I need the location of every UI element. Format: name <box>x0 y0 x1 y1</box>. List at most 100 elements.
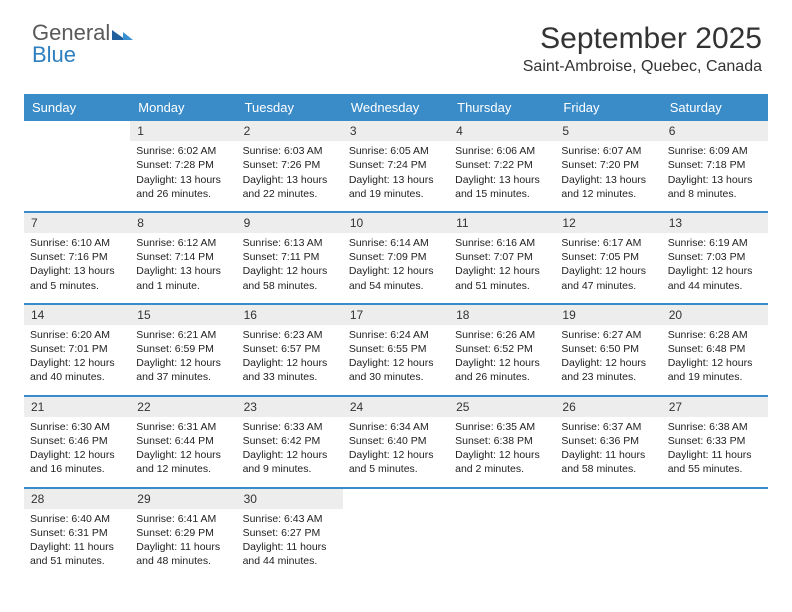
daylight-text: Daylight: 12 hours and 30 minutes. <box>349 356 443 384</box>
day-cell: 7Sunrise: 6:10 AMSunset: 7:16 PMDaylight… <box>24 213 130 303</box>
daylight-text: Daylight: 11 hours and 48 minutes. <box>136 540 230 568</box>
week-row: 7Sunrise: 6:10 AMSunset: 7:16 PMDaylight… <box>24 213 768 305</box>
sunrise-text: Sunrise: 6:38 AM <box>668 420 762 434</box>
day-number: 2 <box>237 121 343 141</box>
day-number <box>343 489 449 493</box>
sunset-text: Sunset: 7:28 PM <box>136 158 230 172</box>
daylight-text: Daylight: 12 hours and 19 minutes. <box>668 356 762 384</box>
sunrise-text: Sunrise: 6:20 AM <box>30 328 124 342</box>
sunrise-text: Sunrise: 6:35 AM <box>455 420 549 434</box>
location-text: Saint-Ambroise, Quebec, Canada <box>24 58 762 76</box>
day-cell: 14 Sunrise: 6:20 AMSunset: 7:01 PMDayligh… <box>24 305 130 395</box>
day-cell: 16Sunrise: 6:23 AMSunset: 6:57 PMDayligh… <box>237 305 343 395</box>
daylight-text: Daylight: 12 hours and 54 minutes. <box>349 264 443 292</box>
day-number: 29 <box>130 489 236 509</box>
sunset-text: Sunset: 6:40 PM <box>349 434 443 448</box>
day-number: 20 <box>662 305 768 325</box>
day-cell: 25Sunrise: 6:35 AMSunset: 6:38 PMDayligh… <box>449 397 555 487</box>
sunrise-text: Sunrise: 6:05 AM <box>349 144 443 158</box>
day-number: 1 <box>130 121 236 141</box>
sunset-text: Sunset: 6:48 PM <box>668 342 762 356</box>
day-cell: 23Sunrise: 6:33 AMSunset: 6:42 PMDayligh… <box>237 397 343 487</box>
day-number: 6 <box>662 121 768 141</box>
weekday-header-row: Sunday Monday Tuesday Wednesday Thursday… <box>24 94 768 121</box>
sunrise-text: Sunrise: 6:34 AM <box>349 420 443 434</box>
day-number: 12 <box>555 213 661 233</box>
weekday-header: Wednesday <box>343 94 449 121</box>
day-number <box>662 489 768 493</box>
day-cell: 30Sunrise: 6:43 AMSunset: 6:27 PMDayligh… <box>237 489 343 579</box>
title-block: September 2025 Saint-Ambroise, Quebec, C… <box>24 22 762 76</box>
day-cell: 17Sunrise: 6:24 AMSunset: 6:55 PMDayligh… <box>343 305 449 395</box>
sunrise-text: Sunrise: 6:03 AM <box>243 144 337 158</box>
sunset-text: Sunset: 7:20 PM <box>561 158 655 172</box>
day-number: 5 <box>555 121 661 141</box>
day-number: 24 <box>343 397 449 417</box>
day-number: 28 <box>24 489 130 509</box>
day-number: 10 <box>343 213 449 233</box>
daylight-text: Daylight: 13 hours and 8 minutes. <box>668 173 762 201</box>
day-number: 30 <box>237 489 343 509</box>
sunset-text: Sunset: 7:01 PM <box>30 342 124 356</box>
day-cell <box>662 489 768 579</box>
sunset-text: Sunset: 7:18 PM <box>668 158 762 172</box>
day-number: 18 <box>449 305 555 325</box>
day-number <box>555 489 661 493</box>
daylight-text: Daylight: 12 hours and 33 minutes. <box>243 356 337 384</box>
daylight-text: Daylight: 12 hours and 51 minutes. <box>455 264 549 292</box>
daylight-text: Daylight: 12 hours and 44 minutes. <box>668 264 762 292</box>
daylight-text: Daylight: 11 hours and 58 minutes. <box>561 448 655 476</box>
day-cell: 9Sunrise: 6:13 AMSunset: 7:11 PMDaylight… <box>237 213 343 303</box>
day-number: 14 <box>24 305 130 325</box>
daylight-text: Daylight: 11 hours and 55 minutes. <box>668 448 762 476</box>
daylight-text: Daylight: 12 hours and 26 minutes. <box>455 356 549 384</box>
sunset-text: Sunset: 6:38 PM <box>455 434 549 448</box>
sunrise-text: Sunrise: 6:13 AM <box>243 236 337 250</box>
day-cell: 6Sunrise: 6:09 AMSunset: 7:18 PMDaylight… <box>662 121 768 211</box>
daylight-text: Daylight: 12 hours and 40 minutes. <box>30 356 124 384</box>
day-number: 7 <box>24 213 130 233</box>
day-number <box>449 489 555 493</box>
day-cell <box>449 489 555 579</box>
sunrise-text: Sunrise: 6:41 AM <box>136 512 230 526</box>
daylight-text: Daylight: 13 hours and 26 minutes. <box>136 173 230 201</box>
sunset-text: Sunset: 7:22 PM <box>455 158 549 172</box>
day-cell: 22Sunrise: 6:31 AMSunset: 6:44 PMDayligh… <box>130 397 236 487</box>
sunset-text: Sunset: 6:59 PM <box>136 342 230 356</box>
daylight-text: Daylight: 12 hours and 9 minutes. <box>243 448 337 476</box>
day-number: 26 <box>555 397 661 417</box>
day-cell: 10Sunrise: 6:14 AMSunset: 7:09 PMDayligh… <box>343 213 449 303</box>
day-cell: 27Sunrise: 6:38 AMSunset: 6:33 PMDayligh… <box>662 397 768 487</box>
daylight-text: Daylight: 13 hours and 1 minute. <box>136 264 230 292</box>
week-row: 14Sunrise: 6:20 AMSunset: 7:01 PMDayligh… <box>24 305 768 397</box>
sunrise-text: Sunrise: 6:37 AM <box>561 420 655 434</box>
sunset-text: Sunset: 7:07 PM <box>455 250 549 264</box>
sunrise-text: Sunrise: 6:16 AM <box>455 236 549 250</box>
sunset-text: Sunset: 7:24 PM <box>349 158 443 172</box>
sunset-text: Sunset: 7:05 PM <box>561 250 655 264</box>
day-number: 13 <box>662 213 768 233</box>
sunrise-text: Sunrise: 6:33 AM <box>243 420 337 434</box>
daylight-text: Daylight: 13 hours and 12 minutes. <box>561 173 655 201</box>
daylight-text: Daylight: 12 hours and 37 minutes. <box>136 356 230 384</box>
daylight-text: Daylight: 11 hours and 44 minutes. <box>243 540 337 568</box>
daylight-text: Daylight: 12 hours and 47 minutes. <box>561 264 655 292</box>
sunset-text: Sunset: 6:29 PM <box>136 526 230 540</box>
daylight-text: Daylight: 12 hours and 5 minutes. <box>349 448 443 476</box>
weekday-header: Tuesday <box>237 94 343 121</box>
daylight-text: Daylight: 11 hours and 51 minutes. <box>30 540 124 568</box>
day-cell: 5Sunrise: 6:07 AMSunset: 7:20 PMDaylight… <box>555 121 661 211</box>
sunrise-text: Sunrise: 6:40 AM <box>30 512 124 526</box>
day-number: 11 <box>449 213 555 233</box>
day-cell: 4Sunrise: 6:06 AMSunset: 7:22 PMDaylight… <box>449 121 555 211</box>
sunrise-text: Sunrise: 6:10 AM <box>30 236 124 250</box>
weekday-header: Thursday <box>449 94 555 121</box>
sunrise-text: Sunrise: 6:17 AM <box>561 236 655 250</box>
sunset-text: Sunset: 6:55 PM <box>349 342 443 356</box>
sunrise-text: Sunrise: 6:21 AM <box>136 328 230 342</box>
weekday-header: Saturday <box>662 94 768 121</box>
day-cell: 12 Sunrise: 6:17 AMSunset: 7:05 PMDayligh… <box>555 213 661 303</box>
daylight-text: Daylight: 13 hours and 15 minutes. <box>455 173 549 201</box>
sunrise-text: Sunrise: 6:02 AM <box>136 144 230 158</box>
day-cell <box>343 489 449 579</box>
